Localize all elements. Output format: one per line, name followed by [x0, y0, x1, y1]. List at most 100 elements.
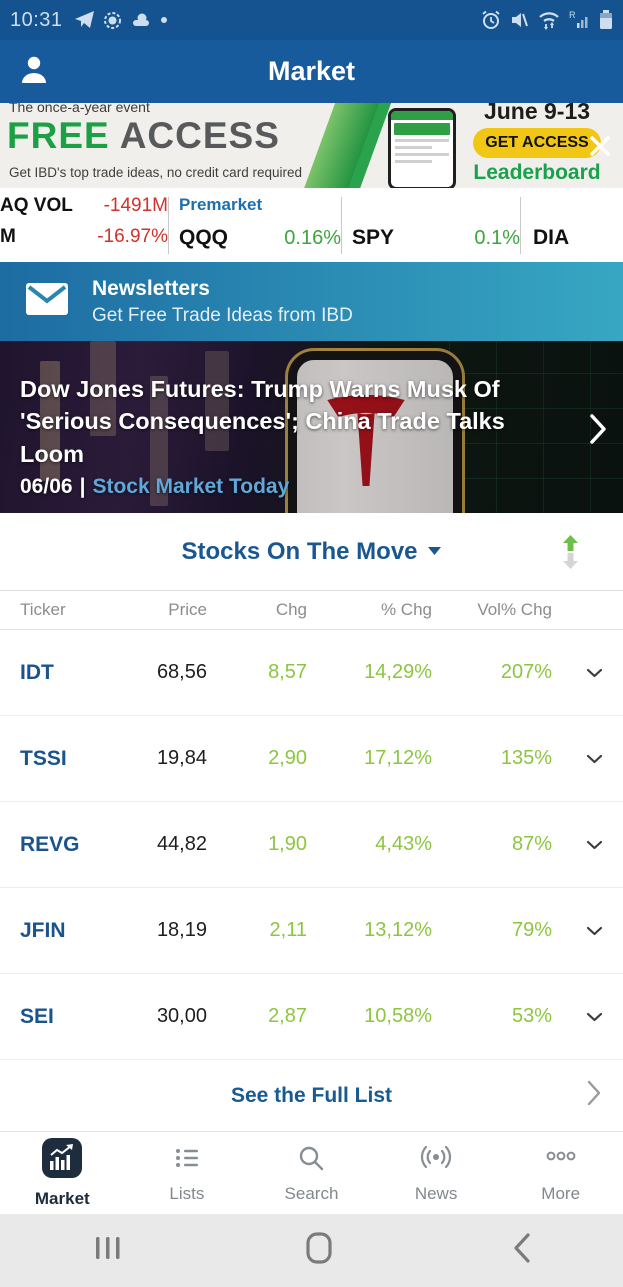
newsletters-title: Newsletters [92, 276, 210, 300]
ad-headline: FREE ACCESS [7, 115, 280, 156]
page-title: Market [267, 56, 356, 86]
news-broadcast-icon [419, 1143, 453, 1178]
dropdown-caret-icon[interactable] [427, 543, 442, 561]
expand-row-icon[interactable] [552, 1012, 603, 1022]
quote-symbol: SPY [352, 226, 395, 249]
tab-search[interactable]: Search [249, 1132, 374, 1214]
news-meta: 06/06 | Stock Market Today [20, 475, 290, 498]
get-access-button[interactable]: GET ACCESS [473, 128, 601, 158]
table-row[interactable]: SEI 30,00 2,87 10,58% 53% [0, 974, 623, 1060]
premarket-label: Premarket [179, 195, 263, 214]
col-vol-chg: Vol% Chg [477, 600, 552, 619]
ticker-link[interactable]: JFIN [20, 918, 66, 942]
stocks-dropdown-label[interactable]: Stocks On The Move [181, 537, 418, 565]
volume-quote: AQ VOL -1491M M -16.97% [0, 195, 168, 262]
notification-dot-icon [160, 16, 168, 24]
home-button[interactable] [303, 1231, 335, 1270]
news-category-link[interactable]: Stock Market Today [92, 475, 290, 498]
back-button[interactable] [512, 1232, 532, 1269]
ad-eyebrow: The once-a-year event [9, 103, 150, 115]
news-headline[interactable]: Dow Jones Futures: Trump Warns Musk Of '… [20, 376, 505, 467]
news-chevron-right-icon[interactable] [589, 413, 607, 450]
news-image-candle [150, 376, 168, 506]
bottom-nav: Market Lists Search News More [0, 1131, 623, 1214]
newsletters-banner[interactable]: Newsletters Get Free Trade Ideas from IB… [0, 262, 623, 341]
col-price: Price [168, 600, 207, 619]
status-bar: 10:31 R [0, 0, 623, 40]
divider [341, 197, 342, 254]
more-icon [543, 1143, 579, 1178]
stocks-on-the-move-section: Stocks On The Move Ticker Price Chg % Ch… [0, 513, 623, 1131]
signal-messenger-icon [103, 11, 122, 30]
ad-brand: Leaderboard [473, 161, 601, 184]
envelope-icon [26, 283, 68, 320]
col-ticker: Ticker [20, 600, 66, 619]
market-ticker-strip[interactable]: AQ VOL -1491M M -16.97% Premarket QQQ 0.… [0, 188, 623, 262]
network-signal-icon: R [569, 10, 591, 30]
tab-market[interactable]: Market [0, 1132, 125, 1214]
news-overlay [0, 341, 623, 513]
search-icon [296, 1143, 326, 1178]
volume-pct-value: -16.97% [97, 226, 168, 247]
ad-banner[interactable]: The once-a-year event FREE ACCESS Get IBD… [0, 103, 623, 188]
tab-more[interactable]: More [498, 1132, 623, 1214]
table-row[interactable]: IDT 68,56 8,57 14,29% 207% [0, 630, 623, 716]
volume-label: AQ VOL [0, 195, 73, 216]
telegram-icon [74, 11, 95, 29]
app-header: Market [0, 40, 623, 103]
quote-symbol: DIA [533, 226, 570, 249]
mute-icon [509, 10, 529, 30]
news-image-candle [90, 341, 116, 436]
sort-down-arrow-icon [563, 552, 578, 569]
see-full-list-link[interactable]: See the Full List [230, 1083, 393, 1107]
col-pct-chg: % Chg [380, 600, 432, 619]
ticker-link[interactable]: REVG [20, 832, 80, 856]
ticker-link[interactable]: TSSI [20, 746, 67, 770]
ad-subtext: Get IBD's top trade ideas, no credit car… [9, 165, 302, 180]
wifi-icon [537, 10, 561, 30]
col-chg: Chg [275, 600, 307, 619]
market-chart-icon [42, 1137, 83, 1183]
ticker-link[interactable]: SEI [20, 1004, 54, 1028]
divider [168, 197, 169, 254]
expand-row-icon[interactable] [552, 754, 603, 764]
expand-row-icon[interactable] [552, 926, 603, 936]
news-card[interactable]: Dow Jones Futures: Trump Warns Musk Of '… [0, 341, 623, 513]
android-nav-bar [0, 1214, 623, 1287]
newsletters-subtitle: Get Free Trade Ideas from IBD [92, 304, 353, 326]
table-row[interactable]: REVG 44,82 1,90 4,43% 87% [0, 802, 623, 888]
quote-qqq: Premarket QQQ 0.16% [169, 195, 341, 262]
quote-change: 0.1% [474, 227, 520, 249]
full-list-chevron-right-icon [587, 1080, 601, 1111]
divider [520, 197, 521, 254]
ad-date: June 9-13 [483, 103, 591, 124]
news-image-candle [40, 361, 60, 481]
volume-label-2: M [0, 226, 16, 247]
table-row[interactable]: TSSI 19,84 2,90 17,12% 135% [0, 716, 623, 802]
table-header: Ticker Price Chg % Chg Vol% Chg [0, 590, 623, 630]
ticker-link[interactable]: IDT [20, 660, 54, 684]
news-image-phone [288, 351, 462, 513]
expand-row-icon[interactable] [552, 840, 603, 850]
recent-apps-button[interactable] [92, 1233, 126, 1268]
quote-spy: SPY 0.1% [342, 195, 520, 262]
table-row[interactable]: JFIN 18,19 2,11 13,12% 79% [0, 888, 623, 974]
expand-row-icon[interactable] [552, 668, 603, 678]
tesla-logo [327, 394, 405, 487]
quote-symbol: QQQ [179, 226, 229, 249]
ad-close-icon[interactable] [585, 131, 615, 161]
quote-dia: DIA [521, 195, 623, 262]
weather-icon [130, 11, 152, 29]
see-full-list-row[interactable]: See the Full List [0, 1060, 623, 1131]
volume-value: -1491M [103, 195, 168, 216]
tab-news[interactable]: News [374, 1132, 499, 1214]
sort-direction-toggle[interactable] [562, 534, 579, 569]
tab-lists[interactable]: Lists [125, 1132, 250, 1214]
profile-icon[interactable] [18, 53, 50, 90]
clock: 10:31 [10, 8, 63, 31]
lists-icon [172, 1143, 202, 1178]
quote-change: 0.16% [284, 227, 341, 249]
news-date: 06/06 [20, 475, 73, 498]
alarm-icon [481, 10, 501, 30]
sort-up-arrow-icon [563, 534, 578, 551]
